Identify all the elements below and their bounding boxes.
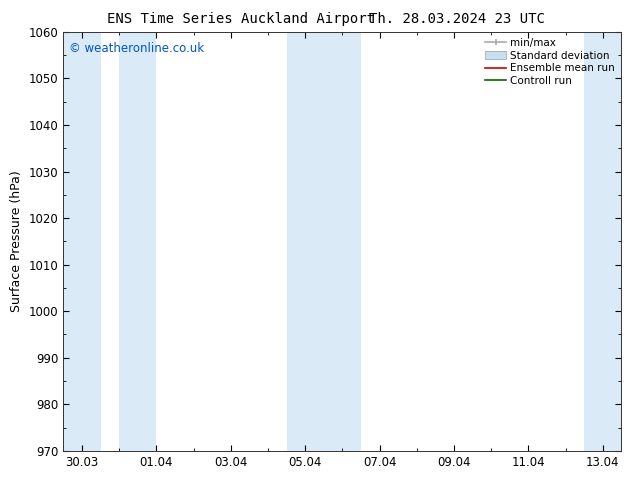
Y-axis label: Surface Pressure (hPa): Surface Pressure (hPa) — [10, 171, 23, 312]
Bar — [287, 32, 361, 451]
Bar — [119, 32, 157, 451]
Text: Th. 28.03.2024 23 UTC: Th. 28.03.2024 23 UTC — [368, 12, 545, 26]
Text: ENS Time Series Auckland Airport: ENS Time Series Auckland Airport — [107, 12, 375, 26]
Text: © weatheronline.co.uk: © weatheronline.co.uk — [69, 42, 204, 55]
Legend: min/max, Standard deviation, Ensemble mean run, Controll run: min/max, Standard deviation, Ensemble me… — [481, 34, 619, 90]
Bar — [584, 32, 621, 451]
Bar — [63, 32, 101, 451]
